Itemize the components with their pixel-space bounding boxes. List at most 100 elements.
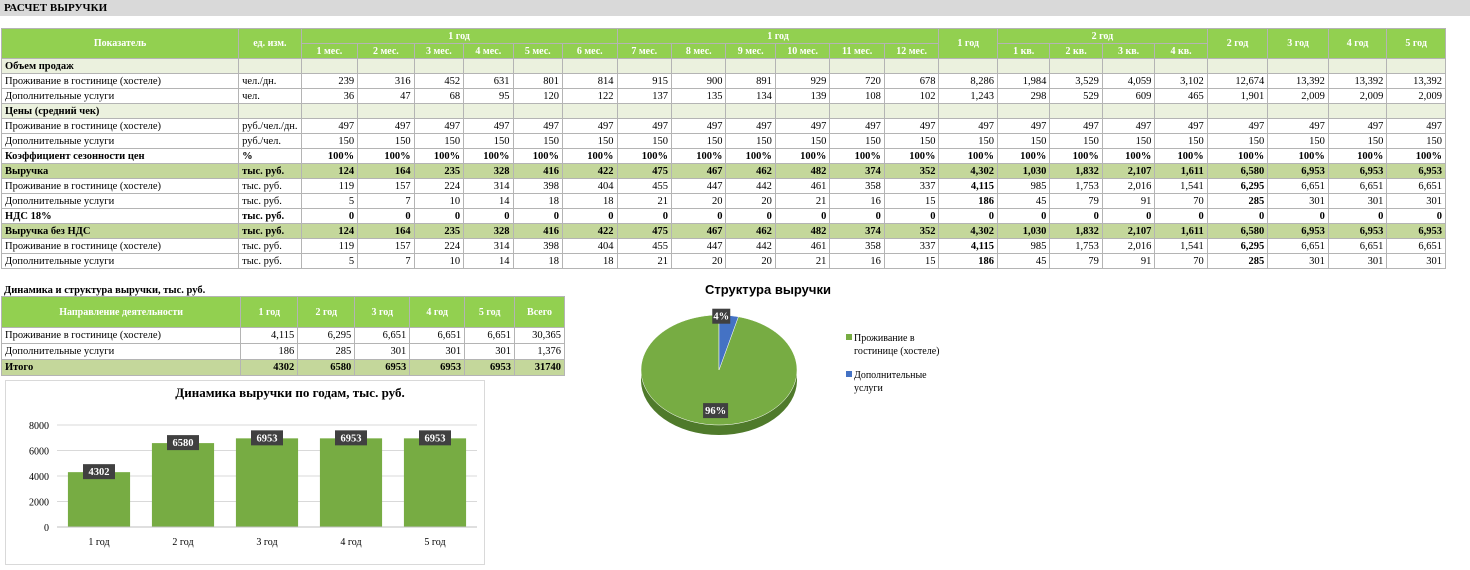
- sheet-title: РАСЧЕТ ВЫРУЧКИ: [0, 0, 1470, 16]
- table-cell: 100%: [1049, 148, 1103, 164]
- table-cell: [1101, 103, 1156, 119]
- row-label: Выручка без НДС: [0, 223, 240, 239]
- table-cell: 150: [1049, 133, 1103, 149]
- table-cell: 150: [670, 133, 727, 149]
- table-cell: 150: [512, 133, 563, 149]
- table-cell: 398: [512, 238, 563, 254]
- table-cell: 1,984: [996, 73, 1051, 89]
- header-month: 10 мес.: [774, 43, 831, 59]
- row-label: Цены (средний чек): [0, 103, 240, 119]
- summary-cell: 6,651: [354, 327, 411, 344]
- table-cell: 452: [413, 73, 465, 89]
- table-cell: 301: [1267, 193, 1329, 209]
- table-cell: 100%: [725, 148, 776, 164]
- bar-label-bg: [167, 435, 199, 451]
- table-cell: 465: [1154, 88, 1208, 104]
- table-cell: 0: [829, 208, 885, 224]
- table-cell: 358: [829, 178, 885, 194]
- table-cell: 467: [670, 163, 727, 179]
- table-row: Дополнительные услуги тыс. руб. 5 7 10 14 18 18…: [0, 193, 1446, 209]
- chart-border: [5, 380, 485, 565]
- table-cell: 100%: [1101, 148, 1156, 164]
- table-cell: 20: [725, 253, 776, 269]
- row-unit: тыс. руб.: [238, 193, 302, 209]
- table-cell: 352: [883, 223, 940, 239]
- table-cell: 150: [883, 133, 940, 149]
- summary-cell: 30,365: [514, 327, 565, 344]
- table-cell: [1327, 103, 1388, 119]
- table-cell: 462: [725, 163, 776, 179]
- table-cell: 497: [725, 118, 776, 134]
- table-cell: 5: [300, 253, 359, 269]
- row-label: Коэффициент сезонности цен: [0, 148, 240, 164]
- table-cell: 0: [1206, 208, 1269, 224]
- table-cell: 422: [561, 163, 618, 179]
- table-cell: 137: [616, 88, 673, 104]
- y-tick-label: 6000: [29, 447, 49, 458]
- table-cell: 0: [512, 208, 563, 224]
- table-cell: 529: [1049, 88, 1103, 104]
- table-cell: 337: [883, 238, 940, 254]
- header-year-4: 4 год: [1327, 28, 1388, 59]
- summary-cell: 6953: [409, 359, 466, 376]
- header-month: 9 мес.: [725, 43, 776, 59]
- table-cell: 497: [512, 118, 563, 134]
- table-cell: 285: [1206, 193, 1269, 209]
- table-cell: 801: [512, 73, 563, 89]
- row-unit: тыс. руб.: [238, 238, 302, 254]
- header-year1-h1: 1 год: [300, 28, 618, 44]
- summary-cell: 6,295: [297, 327, 356, 344]
- table-cell: 6,651: [1327, 178, 1388, 194]
- table-cell: 497: [1327, 118, 1388, 134]
- table-cell: [1049, 58, 1103, 74]
- table-cell: 0: [1386, 208, 1446, 224]
- table-cell: 91: [1101, 193, 1156, 209]
- table-cell: 139: [774, 88, 831, 104]
- table-cell: 416: [512, 163, 563, 179]
- table-row: Проживание в гостинице (хостеле) чел./дн.…: [0, 73, 1446, 89]
- table-cell: [774, 58, 831, 74]
- summary-cell: 6580: [297, 359, 356, 376]
- row-unit: %: [238, 148, 302, 164]
- table-cell: [829, 58, 885, 74]
- table-cell: 497: [774, 118, 831, 134]
- summary-row: Проживание в гостинице (хостеле) 4,115 6,2…: [0, 327, 565, 344]
- table-cell: [670, 103, 727, 119]
- summary-cell: 4302: [240, 359, 299, 376]
- table-cell: 301: [1267, 253, 1329, 269]
- table-cell: [996, 58, 1051, 74]
- bar-value-label: 6580: [173, 438, 194, 449]
- table-cell: 224: [413, 178, 465, 194]
- summary-cell: 6953: [464, 359, 516, 376]
- table-cell: 678: [883, 73, 940, 89]
- table-cell: 6,651: [1386, 238, 1446, 254]
- table-row: Объем продаж: [0, 58, 1446, 74]
- summary-cell: 6953: [354, 359, 411, 376]
- table-cell: 100%: [1327, 148, 1388, 164]
- table-cell: [1267, 58, 1329, 74]
- table-cell: 7: [357, 193, 415, 209]
- table-cell: 301: [1386, 193, 1446, 209]
- header-month: 11 мес.: [829, 43, 885, 59]
- summary-title: Динамика и структура выручки, тыс. руб.: [4, 285, 206, 296]
- table-cell: 6,295: [1206, 238, 1269, 254]
- table-row: Выручка тыс. руб. 124 164 235 328 416 422 475 467…: [0, 163, 1446, 179]
- table-cell: 497: [883, 118, 940, 134]
- table-cell: 891: [725, 73, 776, 89]
- table-cell: 124: [300, 163, 359, 179]
- table-cell: 16: [829, 193, 885, 209]
- pie-value-label: 96%: [705, 406, 726, 417]
- summary-row: Дополнительные услуги 186 285 301 301 301 1,37…: [0, 343, 565, 360]
- table-cell: 2,107: [1101, 163, 1156, 179]
- table-cell: 18: [512, 253, 563, 269]
- table-cell: 416: [512, 223, 563, 239]
- table-cell: 100%: [413, 148, 465, 164]
- table-cell: [996, 103, 1051, 119]
- header-month: 7 мес.: [616, 43, 673, 59]
- legend-label: услуги: [854, 383, 884, 394]
- table-cell: 442: [725, 178, 776, 194]
- table-cell: 301: [1327, 193, 1388, 209]
- summary-cell: 6,651: [409, 327, 466, 344]
- table-cell: 100%: [463, 148, 514, 164]
- table-cell: [512, 58, 563, 74]
